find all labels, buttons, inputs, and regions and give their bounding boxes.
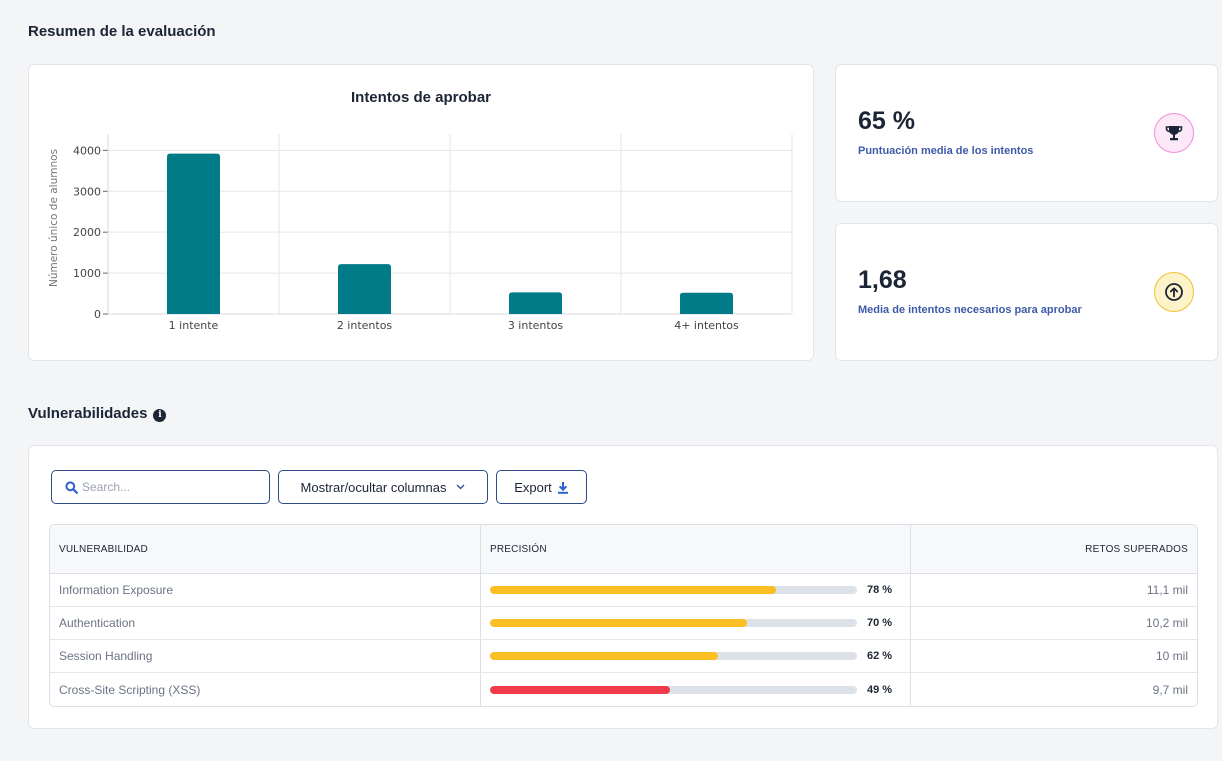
x-tick-label: 2 intentos	[337, 319, 393, 332]
y-axis-label: Número único de alumnos	[48, 149, 60, 287]
vulnerability-name: Information Exposure	[50, 574, 480, 607]
vulnerabilities-title: Vulnerabilidades	[28, 405, 148, 422]
vulnerability-name: Authentication	[50, 607, 480, 640]
chart-card: Intentos de aprobar 0 1000 2000 3000 4000 1 i…	[28, 64, 814, 361]
average-score-value: 65 %	[858, 107, 915, 135]
precision-bar-fill	[490, 586, 777, 594]
search-input[interactable]: Search...	[51, 470, 270, 504]
precision-bar-fill	[490, 652, 718, 660]
bar	[166, 153, 221, 314]
x-tick-label: 3 intentos	[508, 319, 564, 332]
trophy-icon	[1154, 113, 1194, 153]
average-attempts-label: Media de intentos necesarios para aproba…	[858, 304, 1082, 316]
precision-bar	[490, 652, 857, 660]
table-row[interactable]: Cross-Site Scripting (XSS) 49 % 9,7 mil	[50, 673, 1197, 706]
column-header-passed[interactable]: RETOS SUPERADOS	[910, 525, 1197, 574]
export-button[interactable]: Export	[496, 470, 587, 504]
average-attempts-value: 1,68	[858, 266, 907, 294]
average-score-label: Puntuación media de los intentos	[858, 145, 1034, 157]
vulnerability-name: Session Handling	[50, 640, 480, 673]
y-tick-label: 1000	[73, 267, 101, 280]
y-tick-label: 0	[94, 308, 101, 321]
search-icon	[65, 480, 78, 494]
precision-bar-fill	[490, 619, 747, 627]
stat-card-average-attempts: 1,68 Media de intentos necesarios para a…	[835, 223, 1218, 361]
passed-challenges: 10,2 mil	[910, 607, 1197, 640]
x-tick-label: 1 intente	[169, 319, 219, 332]
precision-bar-fill	[490, 685, 670, 694]
passed-challenges: 9,7 mil	[910, 673, 1197, 706]
y-tick-label: 3000	[73, 185, 101, 198]
precision-value: 70 %	[867, 617, 893, 629]
column-header-vulnerability[interactable]: VULNERABILIDAD	[50, 525, 480, 574]
chevron-down-icon	[457, 484, 465, 490]
toggle-columns-label: Mostrar/ocultar columnas	[300, 479, 447, 495]
vulnerabilities-card: Search... Mostrar/ocultar columnas Expor…	[28, 445, 1218, 729]
vulnerabilities-heading: Vulnerabilidades i	[28, 405, 167, 422]
chart-title: Intentos de aprobar	[350, 89, 492, 106]
table-header-row: VULNERABILIDAD PRECISIÓN RETOS SUPERADOS	[50, 525, 1197, 574]
bar	[679, 292, 734, 314]
search-placeholder: Search...	[82, 480, 131, 494]
download-icon	[557, 481, 568, 494]
x-tick-label: 4+ intentos	[674, 319, 739, 332]
info-icon[interactable]: i	[153, 408, 167, 422]
precision-bar	[490, 685, 857, 694]
toggle-columns-button[interactable]: Mostrar/ocultar columnas	[278, 470, 488, 504]
column-header-precision[interactable]: PRECISIÓN	[480, 525, 910, 574]
precision-cell: 49 %	[480, 673, 910, 706]
y-tick-label: 4000	[73, 144, 101, 157]
passed-challenges: 10 mil	[910, 640, 1197, 673]
export-label: Export	[514, 479, 552, 495]
table-row[interactable]: Session Handling 62 % 10 mil	[50, 640, 1197, 673]
bar-chart: 0 1000 2000 3000 4000 1 intente 2 intentos 3 in…	[48, 134, 793, 332]
table-body: Information Exposure 78 % 11,1 mil Authenti…	[50, 574, 1197, 706]
passed-challenges: 11,1 mil	[910, 574, 1197, 607]
bar	[337, 264, 392, 314]
precision-bar	[490, 619, 857, 627]
arrow-up-circle-icon	[1154, 272, 1194, 312]
precision-bar	[490, 586, 857, 594]
vulnerabilities-table: VULNERABILIDAD PRECISIÓN RETOS SUPERADOS…	[49, 524, 1198, 707]
stat-card-average-score: 65 % Puntuación media de los intentos	[835, 64, 1218, 202]
precision-value: 49 %	[867, 683, 893, 696]
y-tick-label: 2000	[73, 226, 101, 239]
summary-title: Resumen de la evaluación	[28, 23, 216, 40]
precision-value: 62 %	[867, 650, 893, 662]
table-row[interactable]: Authentication 70 % 10,2 mil	[50, 607, 1197, 640]
precision-cell: 70 %	[480, 607, 910, 640]
vulnerability-name: Cross-Site Scripting (XSS)	[59, 682, 201, 697]
table-row[interactable]: Information Exposure 78 % 11,1 mil	[50, 574, 1197, 607]
bar	[508, 292, 563, 314]
precision-value: 78 %	[867, 584, 893, 596]
precision-cell: 62 %	[480, 640, 910, 673]
precision-cell: 78 %	[480, 574, 910, 607]
